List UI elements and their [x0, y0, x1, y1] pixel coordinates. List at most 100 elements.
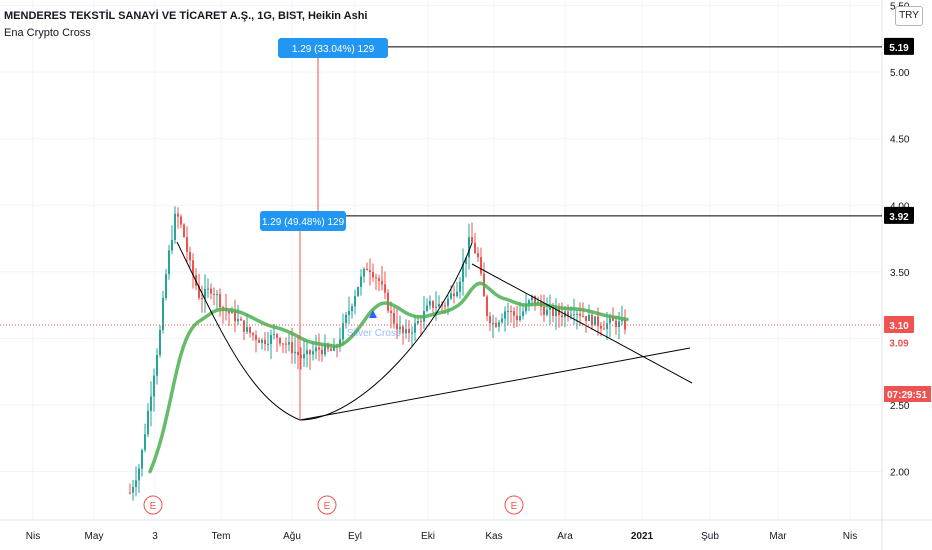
candle-body: [459, 281, 461, 292]
candle-body: [297, 351, 299, 356]
candle-body: [357, 286, 359, 297]
candle-body: [396, 323, 398, 330]
measure-label-text: 1.29 (49.48%) 129: [262, 217, 345, 228]
candle-body: [342, 323, 344, 340]
candle-body: [543, 307, 545, 315]
moving-average-line: [148, 281, 629, 474]
countdown-box: [884, 386, 931, 402]
candle-body: [384, 284, 386, 293]
candle-body: [171, 240, 173, 251]
triangle-resistance-line[interactable]: [471, 263, 693, 384]
event-marker-icon[interactable]: [317, 495, 337, 515]
price-label-310: 3.10: [889, 321, 909, 332]
indicator-name[interactable]: Ena Crypto Cross: [4, 27, 91, 39]
candle-body: [402, 326, 404, 334]
candle-body: [468, 237, 470, 258]
candle-body: [315, 347, 317, 352]
candle-body: [447, 298, 449, 306]
candle-body: [339, 339, 341, 347]
candle-body: [156, 354, 158, 376]
candle-body: [168, 250, 170, 275]
candle-body: [147, 410, 149, 435]
candle-body: [237, 318, 239, 322]
candle-body: [255, 335, 257, 340]
candle-body: [393, 313, 395, 324]
price-label-310-box: [884, 316, 914, 334]
candle-body: [585, 316, 587, 321]
y-tick-label: 2.50: [890, 401, 910, 412]
candle-body: [582, 315, 584, 317]
candle-body: [321, 349, 323, 355]
candle-body: [477, 253, 479, 258]
candle-body: [504, 311, 506, 319]
y-tick-label: 4.50: [890, 135, 910, 146]
candle-body: [150, 396, 152, 411]
y-tick-label: 3.50: [890, 268, 910, 279]
candle-body: [348, 310, 350, 315]
candle-body: [309, 350, 311, 355]
candle-body: [570, 314, 572, 316]
candle-body: [405, 328, 407, 334]
y-tick-label: 4.00: [890, 201, 910, 212]
measure-label-box: [278, 38, 388, 58]
candle-body: [234, 311, 236, 322]
candle-body: [240, 318, 242, 321]
candle-body: [411, 332, 413, 334]
candle-body: [345, 314, 347, 324]
candle-body: [549, 307, 551, 310]
price-label-392-box: [884, 206, 914, 224]
candle-body: [525, 303, 527, 312]
event-marker-icon[interactable]: [504, 495, 524, 515]
x-tick-label: Ara: [557, 531, 573, 542]
candle-body: [366, 268, 368, 271]
candle-body: [270, 335, 272, 344]
x-tick-label: Nis: [26, 531, 40, 542]
candle-body: [354, 296, 356, 307]
candle-body: [360, 276, 362, 287]
candle-body: [186, 237, 188, 252]
x-tick-label: May: [85, 531, 104, 542]
candle-body: [318, 347, 320, 350]
candle-body: [276, 334, 278, 339]
candle-body: [372, 271, 374, 278]
candle-body: [390, 310, 392, 314]
candle-body: [264, 339, 266, 345]
candle-body: [456, 291, 458, 297]
candle-body: [333, 346, 335, 351]
candle-body: [141, 449, 143, 469]
triangle-support-line[interactable]: [299, 347, 691, 421]
candle-body: [201, 297, 203, 300]
candle-body: [471, 237, 473, 243]
candle-body: [180, 216, 182, 225]
event-marker-icon[interactable]: [143, 495, 163, 515]
candle-body: [174, 213, 176, 241]
candle-body: [381, 281, 383, 285]
chart-title: MENDERES TEKSTİL SANAYİ VE TİCARET A.Ş.,…: [4, 10, 368, 22]
candle-body: [228, 311, 230, 314]
candle-body: [453, 293, 455, 297]
candle-body: [552, 307, 554, 316]
currency-button[interactable]: TRY: [895, 6, 923, 26]
candle-body: [534, 295, 536, 304]
candle-body: [417, 321, 419, 324]
candle-body: [438, 303, 440, 307]
candle-body: [528, 300, 530, 304]
candle-body: [588, 314, 590, 321]
candle-body: [600, 326, 602, 329]
price-label-309: 3.09: [889, 338, 909, 349]
candle-body: [429, 300, 431, 306]
price-label-519-box: [884, 37, 914, 55]
candle-body: [591, 314, 593, 326]
candle-body: [204, 288, 206, 300]
event-marker-label: E: [150, 501, 157, 512]
candle-body: [165, 274, 167, 299]
candle-body: [258, 339, 260, 343]
candle-body: [312, 351, 314, 355]
candle-body: [300, 355, 302, 359]
candle-body: [183, 224, 185, 238]
indicator-signal-label: Silver Cross: [347, 328, 401, 339]
candle-body: [306, 350, 308, 355]
x-tick-label: Eki: [421, 531, 435, 542]
